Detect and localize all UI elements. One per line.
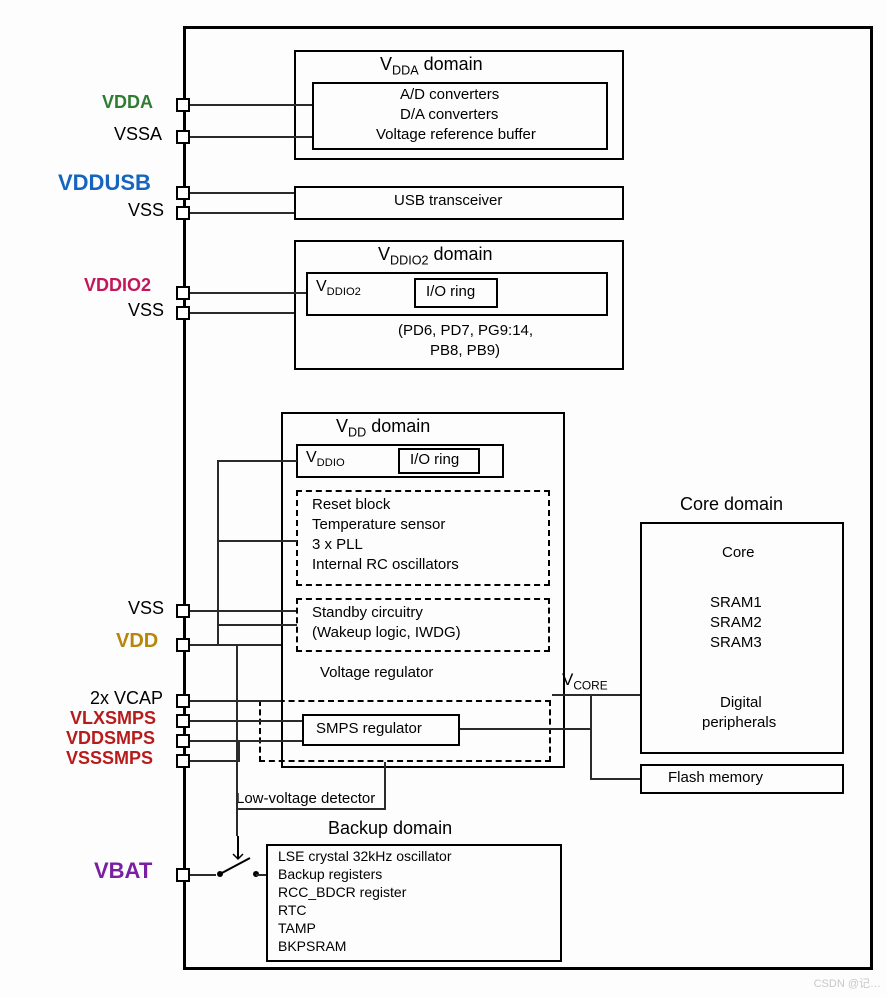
pin-vdda <box>176 98 190 112</box>
label-vcap: 2x VCAP <box>90 688 163 709</box>
wire <box>217 540 297 542</box>
pin-vss2 <box>176 306 190 320</box>
watermark: CSDN @记… <box>814 975 881 991</box>
wire <box>217 460 297 462</box>
label-vdd: VDD <box>116 630 158 653</box>
label-vdda: VDDA <box>102 92 153 113</box>
core-sram2: SRAM2 <box>710 614 762 631</box>
vddio-label: VDDIO <box>306 449 345 469</box>
bk-1: Backup registers <box>278 866 382 882</box>
reset-3: Internal RC oscillators <box>312 556 459 573</box>
reset-0: Reset block <box>312 496 390 513</box>
pin-vddsmps <box>176 734 190 748</box>
standby-0: Standby circuitry <box>312 604 423 621</box>
label-vddio2: VDDIO2 <box>84 275 151 296</box>
lvd-label: Low-voltage detector <box>236 790 375 807</box>
vddio2-pins-1: (PD6, PD7, PG9:14, <box>398 322 533 339</box>
wire <box>590 778 640 780</box>
wire-vcore <box>460 728 590 730</box>
vcore-label: VCORE <box>562 670 608 692</box>
label-vss3: VSS <box>128 598 164 619</box>
core-l0: Core <box>722 544 755 561</box>
usb-label: USB transceiver <box>394 192 502 209</box>
pin-vlxsmps <box>176 714 190 728</box>
pin-vdd <box>176 638 190 652</box>
wire <box>190 212 294 214</box>
wire <box>190 610 296 612</box>
wire <box>190 312 294 314</box>
core-dig0: Digital <box>720 694 762 711</box>
flash-label: Flash memory <box>668 769 763 786</box>
wire <box>190 192 294 194</box>
vddio2-ring-label: I/O ring <box>426 283 475 300</box>
vdda-line-1: D/A converters <box>400 106 498 123</box>
reset-1: Temperature sensor <box>312 516 445 533</box>
core-title: Core domain <box>680 494 783 515</box>
wire-vcore <box>590 694 592 730</box>
pin-vssa <box>176 130 190 144</box>
wire <box>238 740 260 742</box>
wire <box>190 720 302 722</box>
smps-label: SMPS regulator <box>316 720 422 737</box>
pin-vcap <box>176 694 190 708</box>
reset-2: 3 x PLL <box>312 536 363 553</box>
label-vddsmps: VDDSMPS <box>66 728 155 749</box>
label-vddusb: VDDUSB <box>58 170 151 196</box>
label-vbat: VBAT <box>94 858 152 884</box>
vdd-domain-title: VDD domain <box>336 416 430 440</box>
bk-4: TAMP <box>278 920 316 936</box>
vdda-domain-title: VDDA domain <box>380 54 483 78</box>
bk-3: RTC <box>278 902 307 918</box>
vddio2-pins-2: PB8, PB9) <box>430 342 500 359</box>
vddio2-inner-label: VDDIO2 <box>316 278 361 298</box>
wire <box>590 728 592 778</box>
label-vlxsmps: VLXSMPS <box>70 708 156 729</box>
backup-title: Backup domain <box>328 818 452 839</box>
core-dig1: peripherals <box>702 714 776 731</box>
vdd-ring-label: I/O ring <box>410 451 459 468</box>
bk-2: RCC_BDCR register <box>278 884 406 900</box>
label-vsssmps: VSSSMPS <box>66 748 153 769</box>
wire-vcore <box>552 694 640 696</box>
wire <box>236 808 386 810</box>
bk-0: LSE crystal 32kHz oscillator <box>278 848 452 864</box>
label-vss1: VSS <box>128 200 164 221</box>
pin-vss1 <box>176 206 190 220</box>
wire <box>238 740 240 760</box>
pin-vsssmps <box>176 754 190 768</box>
vddio2-domain-title: VDDIO2 domain <box>378 244 493 268</box>
label-vss2: VSS <box>128 300 164 321</box>
vbat-switch <box>212 832 268 888</box>
pin-vbat <box>176 868 190 882</box>
wire <box>217 460 219 646</box>
core-sram1: SRAM1 <box>710 594 762 611</box>
pin-vddusb <box>176 186 190 200</box>
diagram-canvas: VDDA domain A/D converters D/A converter… <box>0 0 887 997</box>
label-vssa: VSSA <box>114 124 162 145</box>
wire <box>190 104 312 106</box>
wire <box>384 762 386 810</box>
wire <box>190 760 240 762</box>
pin-vss3 <box>176 604 190 618</box>
bk-5: BKPSRAM <box>278 938 346 954</box>
vreg-label: Voltage regulator <box>320 664 433 681</box>
wire <box>217 624 297 626</box>
standby-1: (Wakeup logic, IWDG) <box>312 624 461 641</box>
wire <box>256 874 266 876</box>
wire <box>190 136 312 138</box>
pin-vddio2 <box>176 286 190 300</box>
vdda-line-2: Voltage reference buffer <box>376 126 536 143</box>
wire <box>190 292 306 294</box>
core-sram3: SRAM3 <box>710 634 762 651</box>
vdda-line-0: A/D converters <box>400 86 499 103</box>
